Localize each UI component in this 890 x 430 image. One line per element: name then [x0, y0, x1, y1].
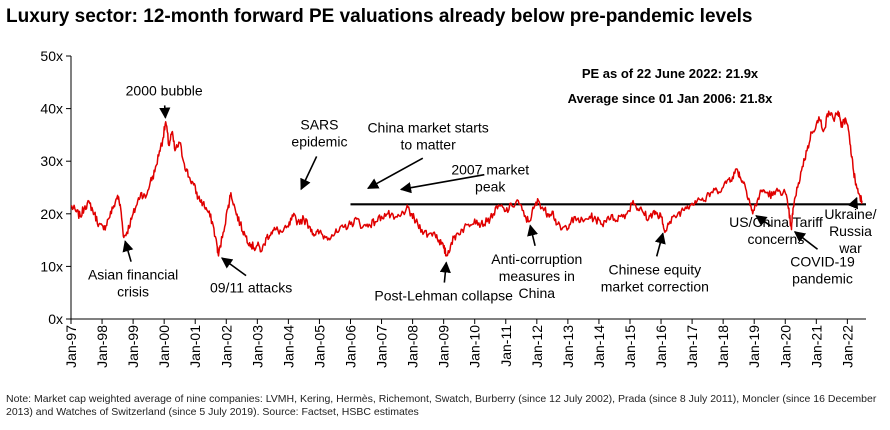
y-tick-label: 10x	[40, 258, 63, 274]
annotation-label: COVID-19 pandemic	[790, 253, 855, 286]
annotation-line: market correction	[601, 278, 709, 294]
annotation-label: Post-Lehman collapse	[374, 288, 513, 304]
annotation-arrow	[220, 257, 247, 277]
annotation-line: US/China Tariff	[729, 214, 823, 230]
x-tick-label: Jan-16	[653, 325, 669, 368]
x-tick-label: Jan-02	[218, 325, 234, 368]
y-tick-label: 40x	[40, 101, 63, 117]
x-tick-label: Jan-98	[94, 325, 110, 368]
series-layer	[70, 110, 863, 257]
x-tick-label: Jan-18	[715, 325, 731, 368]
x-tick-label: Jan-13	[560, 325, 576, 368]
chart-title: Luxury sector: 12-month forward PE valua…	[6, 6, 753, 27]
annotation-line: Post-Lehman collapse	[374, 288, 513, 304]
annotation-label: Ukraine/Russia war	[824, 206, 876, 256]
x-tick-label: Jan-99	[125, 325, 141, 368]
y-tick-label: 0x	[48, 311, 63, 327]
annotation-arrow	[793, 231, 819, 250]
annotation-line: pandemic	[792, 270, 853, 286]
y-tick-label: 50x	[40, 48, 63, 64]
x-tick-label: Jan-07	[374, 325, 390, 368]
annotation-line: to matter	[401, 136, 457, 152]
annotation-line: measures in	[499, 268, 575, 284]
annotation-line: COVID-19	[790, 253, 855, 269]
annotation-line: 2000 bubble	[126, 82, 203, 98]
annotation-label: 2007 market peak	[451, 161, 529, 194]
annotation-arrow	[847, 196, 859, 210]
x-tick-label: Jan-03	[249, 325, 265, 368]
annotation-label: Chinese equity market correction	[601, 261, 709, 294]
annotation-line: Asian financial	[88, 267, 178, 283]
x-tick-label: Jan-05	[311, 325, 327, 368]
annotation-line: epidemic	[291, 134, 347, 150]
x-tick-label: Jan-11	[498, 325, 514, 367]
x-tick-label: Jan-10	[467, 325, 483, 368]
annotation-label: Anti-corruption measures in China	[491, 251, 582, 301]
annotation-label: Asian financial crisis	[88, 267, 178, 300]
x-tick-label: Jan-14	[591, 325, 607, 368]
annotation-arrow	[755, 215, 772, 227]
annotation-line: Russia	[829, 223, 872, 239]
annotation-line: Anti-corruption	[491, 251, 582, 267]
pe-current-label: PE as of 22 June 2022: 21.9x	[582, 66, 759, 81]
x-tick-label: Jan-00	[156, 325, 172, 368]
pe-series-line	[70, 110, 863, 257]
annotation-arrow	[300, 156, 318, 191]
annotation-line: peak	[475, 178, 506, 194]
annotation-line: 09/11 attacks	[210, 280, 292, 296]
annotation-label: 09/11 attacks	[210, 280, 292, 296]
x-tick-label: Jan-06	[342, 325, 358, 368]
annotation-line: China	[519, 285, 556, 301]
annotation-line: war	[838, 240, 862, 256]
annotation-line: Chinese equity	[609, 261, 702, 277]
pe-average-label: Average since 01 Jan 2006: 21.8x	[568, 91, 774, 106]
x-tick-label: Jan-97	[63, 325, 79, 368]
annotation-line: 2007 market	[451, 161, 529, 177]
annotation-arrow	[399, 173, 485, 194]
x-tick-label: Jan-21	[808, 325, 824, 368]
x-tick-label: Jan-22	[839, 325, 855, 368]
annotation-arrow	[439, 261, 451, 283]
annotation-line: crisis	[117, 284, 149, 300]
annotation-line: China market starts	[367, 119, 488, 135]
x-tick-label: Jan-15	[622, 325, 638, 368]
x-tick-label: Jan-20	[777, 325, 793, 368]
annotation-arrow	[527, 224, 539, 247]
annotation-line: concerns	[748, 231, 805, 247]
annotation-label: SARS epidemic	[291, 117, 347, 150]
axes: 0x 10x 20x 30x 40x 50x Jan-97 Jan-98 Jan-99 Jan-0…	[40, 48, 866, 368]
x-tick-label: Jan-09	[436, 325, 452, 368]
x-tick-label: Jan-12	[529, 325, 545, 368]
y-tick-label: 20x	[40, 206, 63, 222]
annotation-arrow	[159, 105, 171, 119]
chart-note: Note: Market cap weighted average of nin…	[6, 393, 877, 418]
x-tick-label: Jan-19	[746, 325, 762, 368]
annotation-line: SARS	[300, 117, 338, 133]
annotation-arrow	[654, 232, 666, 257]
annotation-label: China market starts to matter	[367, 119, 488, 152]
x-tick-label: Jan-01	[187, 325, 203, 368]
pe-line-chart: 0x 10x 20x 30x 40x 50x Jan-97 Jan-98 Jan-99 Jan-0…	[40, 48, 877, 368]
x-tick-label: Jan-17	[684, 325, 700, 368]
y-tick-label: 30x	[40, 153, 63, 169]
x-tick-label: Jan-08	[405, 325, 421, 368]
annotations-layer: 2000 bubble Asian financial crisis 09/11 at…	[88, 82, 877, 303]
annotation-arrow	[122, 240, 134, 262]
annotation-line: Ukraine/	[824, 206, 876, 222]
annotation-label: 2000 bubble	[126, 82, 203, 98]
x-tick-label: Jan-04	[280, 325, 296, 368]
annotation-arrow	[367, 157, 424, 189]
annotation-label: US/China Tariff concerns	[729, 214, 823, 247]
